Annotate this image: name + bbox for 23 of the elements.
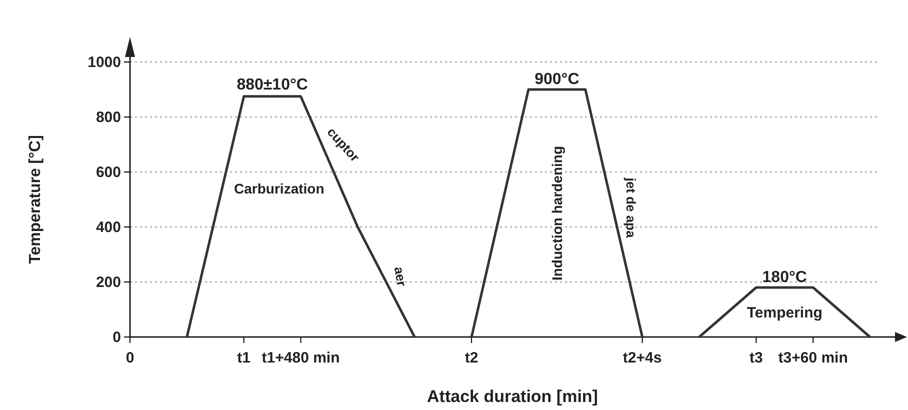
y-tick-label: 800 bbox=[96, 108, 121, 126]
y-tick-label: 200 bbox=[96, 274, 121, 291]
y-tick-label: 400 bbox=[96, 218, 121, 236]
x-tick-label: t3 bbox=[749, 350, 763, 366]
x-tick-label: t3+60 min bbox=[778, 350, 848, 366]
x-tick-label: t2+4s bbox=[622, 350, 662, 366]
x-tick-label: t1+480 min bbox=[262, 350, 340, 366]
x-axis-title: Attack duration [min] bbox=[427, 387, 598, 406]
y-tick-label: 600 bbox=[96, 164, 121, 181]
annotation: Tempering bbox=[746, 304, 822, 322]
y-tick-label: 1000 bbox=[88, 54, 121, 71]
x-tick-label: t1 bbox=[237, 350, 251, 366]
annotation: 880±10°C bbox=[236, 76, 308, 94]
y-axis-title: Temperature [°C] bbox=[27, 135, 44, 264]
annotation: 180°C bbox=[762, 269, 808, 286]
annotation: aer bbox=[391, 266, 410, 288]
annotation: Induction hardening bbox=[548, 146, 565, 281]
annotation: 900°C bbox=[534, 71, 580, 88]
x-tick-label: 0 bbox=[126, 350, 134, 366]
y-tick-label: 0 bbox=[112, 328, 121, 346]
annotation: jet de apa bbox=[623, 176, 638, 238]
x-tick-label: t2 bbox=[464, 350, 478, 366]
annotation: Carburization bbox=[234, 180, 324, 196]
